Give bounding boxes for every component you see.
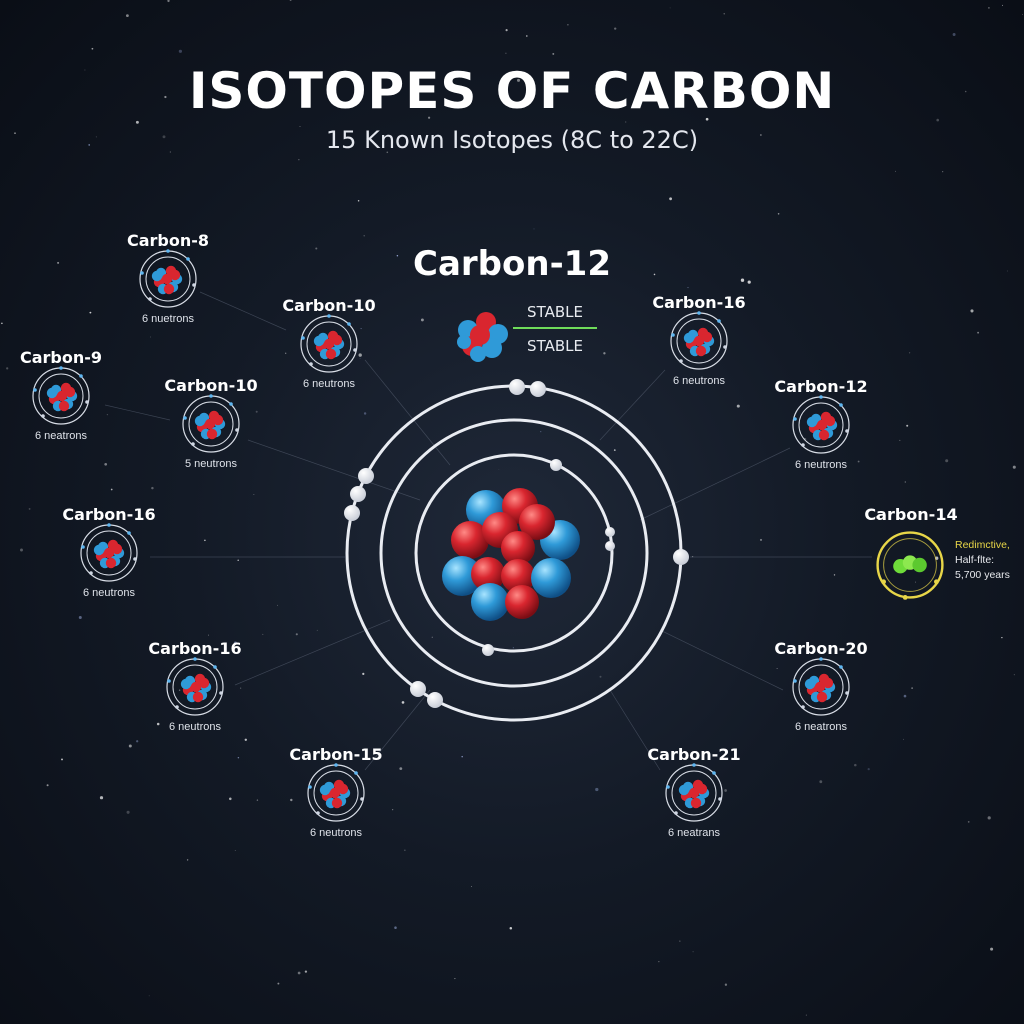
neutron-count: 6 neutrons: [303, 378, 355, 390]
atom-icon: [665, 763, 723, 822]
electron: [482, 644, 494, 656]
radioactive-label: Redimctive,: [955, 539, 1010, 551]
isotope-name: Carbon-14: [864, 505, 958, 524]
half-life-value: 5,700 years: [955, 569, 1010, 581]
isotope-carbon-8: Carbon-8 6 nuetrons: [93, 231, 243, 361]
isotope-carbon-10: Carbon-10 5 neutrons: [136, 376, 286, 506]
isotope-name: Carbon-15: [289, 745, 383, 764]
electron: [605, 541, 615, 551]
radioactive-atom-icon: [876, 531, 944, 600]
isotope-name: Carbon-16: [148, 639, 242, 658]
isotope-name: Carbon-21: [647, 745, 741, 764]
atom-icon: [166, 657, 224, 716]
isotope-name: Carbon-10: [164, 376, 258, 395]
neutron-count: 6 neatrons: [35, 430, 87, 442]
half-life-label: Half-flte:: [955, 554, 995, 566]
middle-orbit: [379, 418, 649, 688]
electron: [350, 486, 366, 502]
stability-divider: [513, 327, 597, 329]
atom-icon: [139, 249, 197, 308]
neutron-count: 6 neatrans: [668, 827, 720, 839]
isotope-carbon-12: Carbon-12 6 neutrons: [746, 377, 896, 507]
stability-label: STABLE: [527, 337, 583, 355]
isotope-name: Carbon-16: [652, 293, 746, 312]
atom-icon: [32, 366, 90, 425]
isotope-carbon-20: Carbon-20 6 neatrons: [746, 639, 896, 769]
atom-icon: [670, 311, 728, 370]
atom-icon: [792, 657, 850, 716]
neutron-count: 6 neutrons: [169, 721, 221, 733]
isotope-carbon-9: Carbon-9 6 neatrons: [0, 348, 136, 478]
electron: [550, 459, 562, 471]
neutron-count: 6 neatrons: [795, 721, 847, 733]
neutron-count: 6 nuetrons: [142, 313, 194, 325]
atom-icon: [300, 314, 358, 373]
page-title: ISOTOPES OF CARBON: [188, 62, 836, 120]
isotope-name: Carbon-16: [62, 505, 156, 524]
atom-icon: [307, 763, 365, 822]
isotope-carbon-21: Carbon-21 6 neatrans: [619, 745, 769, 875]
electron: [344, 505, 360, 521]
isotope-carbon-16: Carbon-16 6 neutrons: [624, 293, 774, 423]
isotope-name: Carbon-12: [774, 377, 868, 396]
isotope-carbon-14: Carbon-14: [836, 505, 986, 635]
carbon-12-nucleus: [442, 488, 580, 621]
atom-icon: [80, 523, 138, 582]
electron: [530, 381, 546, 397]
electron: [427, 692, 443, 708]
isotope-name: Carbon-10: [282, 296, 376, 315]
electron: [358, 468, 374, 484]
neutron-count: 6 neutrons: [673, 375, 725, 387]
carbon-12-mini-nucleus: [457, 312, 508, 362]
neutron-count: 6 neutrons: [795, 459, 847, 471]
electron: [509, 379, 525, 395]
isotope-carbon-15: Carbon-15 6 neutrons: [261, 745, 411, 875]
stability-label: STABLE: [527, 303, 583, 321]
page-subtitle: 15 Known Isotopes (8C to 22C): [325, 126, 699, 154]
electron: [410, 681, 426, 697]
electron: [673, 549, 689, 565]
radioactive-info: Redimctive, Half-flte: 5,700 years: [955, 538, 1021, 583]
isotope-name: Carbon-9: [19, 348, 103, 367]
isotope-carbon-10: Carbon-10 6 neutrons: [254, 296, 404, 426]
isotope-carbon-16: Carbon-16 6 neutrons: [120, 639, 270, 769]
isotope-name: Carbon-20: [774, 639, 868, 658]
isotope-carbon-16: Carbon-16 6 neutrons: [34, 505, 184, 635]
atom-icon: [792, 395, 850, 454]
inner-orbit: [414, 453, 614, 653]
neutron-count: 6 neutrons: [83, 587, 135, 599]
center-isotope-name: Carbon-12: [413, 244, 611, 284]
electron: [605, 527, 615, 537]
atom-icon: [182, 394, 240, 453]
neutron-count: 5 neutrons: [185, 458, 237, 470]
neutron-count: 6 neutrons: [310, 827, 362, 839]
isotope-name: Carbon-8: [126, 231, 210, 250]
